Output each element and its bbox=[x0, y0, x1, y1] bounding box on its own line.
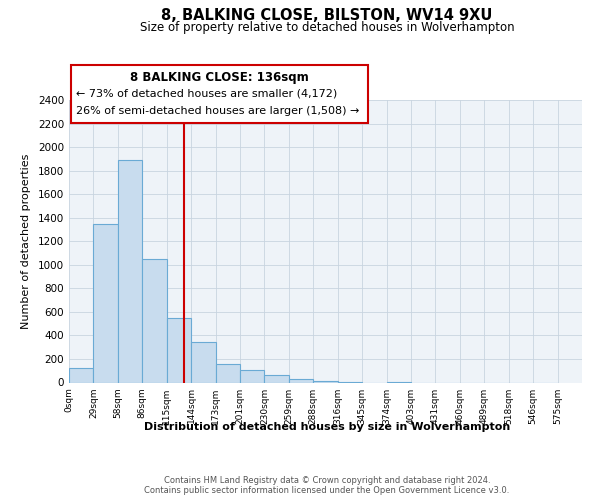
Text: 8 BALKING CLOSE: 136sqm: 8 BALKING CLOSE: 136sqm bbox=[130, 71, 308, 84]
Bar bbox=[118, 160, 142, 382]
Text: ← 73% of detached houses are smaller (4,172): ← 73% of detached houses are smaller (4,… bbox=[76, 89, 337, 99]
Y-axis label: Number of detached properties: Number of detached properties bbox=[21, 154, 31, 329]
Text: 26% of semi-detached houses are larger (1,508) →: 26% of semi-detached houses are larger (… bbox=[76, 106, 359, 116]
Text: Size of property relative to detached houses in Wolverhampton: Size of property relative to detached ho… bbox=[140, 21, 514, 34]
Bar bbox=[94, 224, 118, 382]
Bar bbox=[191, 342, 215, 382]
Bar bbox=[289, 379, 313, 382]
Text: Contains public sector information licensed under the Open Government Licence v3: Contains public sector information licen… bbox=[145, 486, 509, 495]
Bar bbox=[313, 380, 338, 382]
Bar bbox=[69, 368, 94, 382]
Text: Distribution of detached houses by size in Wolverhampton: Distribution of detached houses by size … bbox=[144, 422, 510, 432]
Bar bbox=[215, 364, 240, 382]
Bar bbox=[265, 376, 289, 382]
Bar bbox=[167, 318, 191, 382]
Text: 8, BALKING CLOSE, BILSTON, WV14 9XU: 8, BALKING CLOSE, BILSTON, WV14 9XU bbox=[161, 8, 493, 22]
Bar bbox=[142, 259, 167, 382]
Bar bbox=[240, 370, 265, 382]
Text: Contains HM Land Registry data © Crown copyright and database right 2024.: Contains HM Land Registry data © Crown c… bbox=[164, 476, 490, 485]
